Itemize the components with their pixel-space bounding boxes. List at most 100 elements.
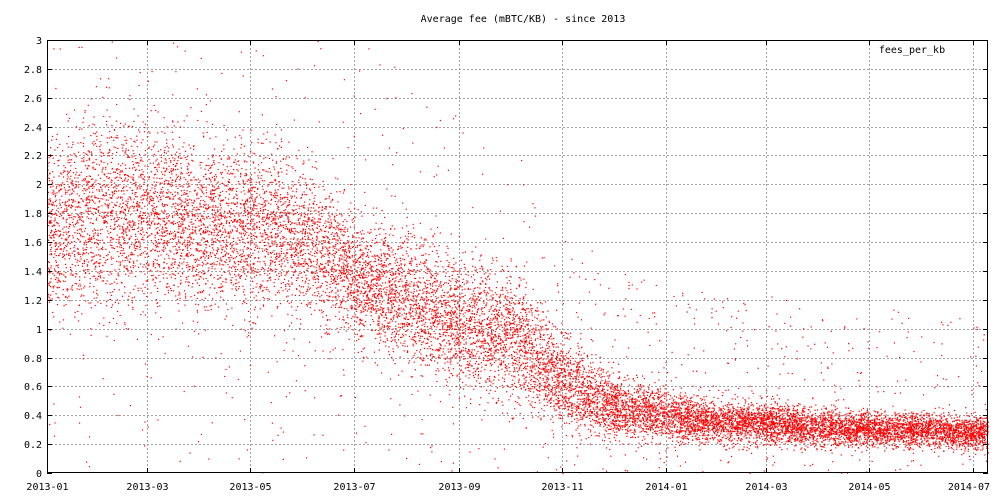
scatter-point: [304, 201, 306, 203]
scatter-point: [424, 285, 426, 287]
scatter-point: [352, 264, 354, 266]
scatter-point: [748, 418, 750, 420]
scatter-point: [291, 294, 293, 296]
scatter-point: [310, 239, 312, 241]
scatter-point: [132, 161, 134, 163]
scatter-point: [504, 371, 506, 373]
scatter-point: [513, 382, 516, 384]
scatter-point: [332, 276, 334, 278]
scatter-point: [599, 396, 601, 398]
scatter-point: [198, 333, 200, 335]
scatter-point: [875, 432, 878, 434]
scatter-point: [698, 389, 700, 391]
scatter-point: [380, 249, 382, 251]
scatter-point: [297, 243, 299, 245]
scatter-point: [270, 402, 272, 404]
scatter-point: [164, 230, 166, 232]
scatter-point: [711, 417, 714, 419]
scatter-point: [750, 402, 753, 404]
scatter-point: [514, 303, 516, 305]
scatter-point: [84, 177, 86, 179]
scatter-point: [475, 373, 477, 375]
scatter-point: [490, 359, 492, 361]
scatter-point: [759, 395, 761, 397]
scatter-point: [405, 282, 407, 284]
scatter-point: [234, 136, 236, 138]
scatter-point: [463, 358, 465, 360]
scatter-point: [226, 212, 229, 214]
scatter-point: [678, 431, 681, 433]
scatter-point: [340, 272, 342, 274]
scatter-point: [570, 336, 572, 338]
scatter-point: [840, 420, 842, 422]
scatter-point: [615, 398, 617, 400]
scatter-point: [750, 421, 752, 423]
scatter-point: [572, 388, 574, 390]
scatter-point: [952, 433, 954, 435]
scatter-point: [801, 441, 803, 443]
scatter-point: [439, 232, 441, 234]
scatter-point: [123, 190, 125, 192]
scatter-point: [452, 423, 454, 425]
scatter-point: [524, 333, 526, 336]
scatter-point: [968, 455, 971, 457]
scatter-point: [427, 364, 429, 366]
scatter-point: [476, 339, 479, 341]
scatter-point: [479, 404, 481, 406]
scatter-point: [765, 409, 767, 411]
scatter-point: [809, 437, 812, 439]
scatter-point: [401, 275, 403, 277]
scatter-point: [821, 441, 823, 443]
scatter-point: [673, 414, 675, 416]
scatter-point: [165, 235, 167, 237]
scatter-point: [672, 410, 674, 412]
scatter-point: [86, 246, 88, 248]
scatter-point: [773, 413, 775, 415]
scatter-point: [496, 387, 498, 389]
scatter-point: [470, 365, 473, 367]
scatter-point: [618, 429, 620, 431]
scatter-point: [748, 411, 750, 413]
scatter-point: [416, 290, 418, 292]
scatter-point: [813, 446, 816, 448]
scatter-point: [389, 284, 391, 286]
scatter-point: [576, 372, 578, 374]
scatter-point: [553, 405, 555, 407]
scatter-point: [187, 171, 190, 173]
scatter-point: [254, 257, 256, 259]
scatter-point: [611, 421, 613, 423]
scatter-point: [640, 419, 642, 421]
scatter-point: [913, 350, 915, 353]
scatter-point: [732, 422, 734, 424]
scatter-point: [172, 169, 174, 171]
scatter-point: [517, 357, 519, 359]
scatter-point: [221, 247, 223, 249]
scatter-point: [689, 411, 691, 413]
scatter-point: [761, 414, 763, 416]
scatter-point: [344, 243, 346, 245]
scatter-point: [815, 423, 817, 425]
scatter-point: [229, 235, 231, 237]
scatter-point: [301, 194, 303, 196]
scatter-point: [49, 200, 52, 202]
scatter-point: [498, 314, 500, 316]
scatter-point: [839, 411, 841, 413]
scatter-point: [371, 280, 373, 282]
scatter-point: [560, 380, 562, 382]
scatter-point: [876, 435, 878, 437]
scatter-point: [848, 439, 850, 441]
scatter-point: [141, 185, 143, 187]
scatter-point: [336, 209, 338, 211]
scatter-point: [508, 317, 510, 319]
scatter-point: [290, 247, 292, 249]
scatter-point: [749, 385, 751, 387]
scatter-point: [927, 423, 929, 425]
scatter-point: [670, 411, 672, 413]
scatter-point: [754, 442, 757, 444]
scatter-point: [664, 406, 666, 408]
scatter-point: [580, 376, 582, 378]
scatter-point: [115, 278, 117, 280]
scatter-point: [899, 418, 901, 420]
scatter-point: [229, 157, 231, 159]
scatter-point: [408, 233, 410, 235]
